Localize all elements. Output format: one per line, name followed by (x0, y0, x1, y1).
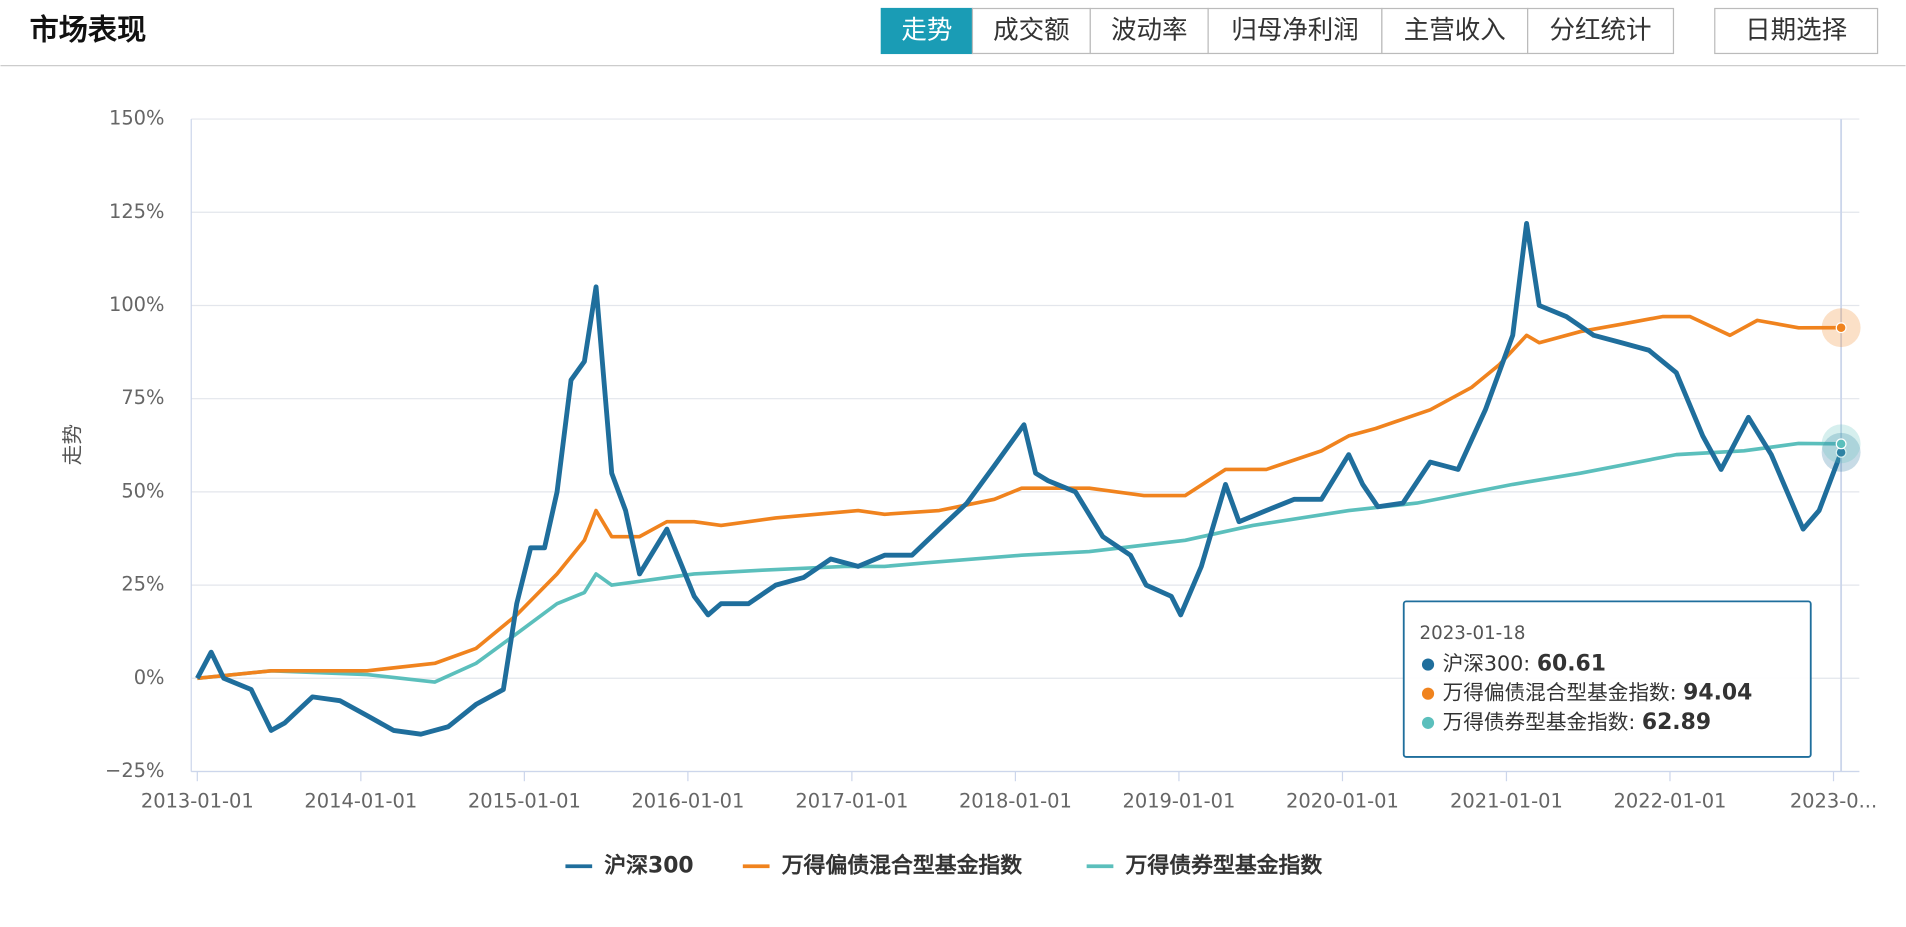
x-tick-label: 2019-01-01 (1122, 789, 1235, 812)
x-tick-label: 2014-01-01 (304, 789, 417, 812)
x-tick-label: 2018-01-01 (959, 789, 1072, 812)
tab-label[interactable]: 成交额 (993, 16, 1070, 46)
tooltip-row: 万得债券型基金指数: 62.89 (1443, 710, 1711, 735)
x-tick-label: 2022-01-01 (1614, 789, 1727, 812)
y-tick-label: −25% (105, 759, 164, 782)
x-tick-label: 2013-01-01 (141, 789, 254, 812)
tab-label[interactable]: 主营收入 (1404, 16, 1506, 46)
tab-label[interactable]: 走势 (901, 16, 952, 46)
x-tick-label: 2020-01-01 (1286, 789, 1399, 812)
hover-point (1835, 322, 1847, 334)
tooltip-dot (1421, 716, 1435, 729)
y-tick-label: 50% (121, 479, 164, 502)
tooltip-date: 2023-01-18 (1420, 623, 1526, 644)
plot-area: −25% 0% 25% 50% 75% 100% 125% 150% 2013-01-01 201… (105, 107, 1877, 879)
tab[interactable] (971, 7, 1091, 55)
y-tick-label: 100% (109, 293, 165, 316)
y-tick-label: 150% (109, 107, 165, 130)
tooltip-value: 62.89 (1642, 710, 1711, 735)
tooltip-series-name: 万得偏债混合型基金指数 (1443, 681, 1670, 705)
y-tick-label: 25% (121, 573, 164, 596)
tooltip-box (1402, 600, 1812, 758)
tab-label[interactable]: 分红统计 (1550, 16, 1652, 46)
series-line (197, 441, 1842, 684)
legend-label[interactable]: 万得偏债混合型基金指数 (781, 852, 1023, 878)
tab-bar: 走势 成交额 波动率 归母净利润 主营收入 分红统计 (880, 7, 1675, 55)
hover-point (1835, 438, 1847, 450)
tooltip-series-name: 万得债券型基金指数 (1443, 710, 1629, 734)
series-line (195, 220, 1844, 737)
tooltip-dot (1421, 687, 1435, 700)
x-tick-label: 2021-01-01 (1450, 789, 1563, 812)
tooltip-row: 万得偏债混合型基金指数: 94.04 (1443, 681, 1753, 706)
legend-label[interactable]: 沪深300 (604, 852, 693, 878)
x-tick-label: 2015-01-01 (468, 789, 581, 812)
tooltip-series-name: 沪深300 (1443, 652, 1524, 676)
date-button[interactable]: 日期选择 (1745, 16, 1847, 46)
tooltip-value: 60.61 (1537, 652, 1606, 677)
page-title: 市场表现 (30, 13, 147, 47)
tab[interactable] (1089, 7, 1209, 55)
y-axis-label: 走势 (60, 424, 84, 465)
tab-label[interactable]: 波动率 (1111, 16, 1188, 46)
tooltip-value: 94.04 (1683, 681, 1752, 706)
date-button-frame[interactable] (1714, 7, 1879, 55)
tab[interactable] (880, 7, 974, 55)
tab-label[interactable]: 归母净利润 (1231, 16, 1359, 46)
x-tick-label: 2017-01-01 (795, 789, 908, 812)
y-tick-label: 0% (134, 666, 165, 689)
tab[interactable] (1527, 7, 1675, 55)
tooltip-row: 沪深300: 60.61 (1443, 652, 1606, 677)
series-line (197, 314, 1842, 681)
x-tick-label: 2016-01-01 (631, 789, 744, 812)
x-tick-label: 2023-0... (1790, 789, 1877, 812)
y-tick-label: 75% (121, 386, 164, 409)
tab[interactable] (1381, 7, 1529, 55)
legend-label[interactable]: 万得债券型基金指数 (1125, 852, 1323, 878)
y-tick-label: 125% (109, 200, 165, 223)
tooltip-dot (1421, 658, 1435, 671)
